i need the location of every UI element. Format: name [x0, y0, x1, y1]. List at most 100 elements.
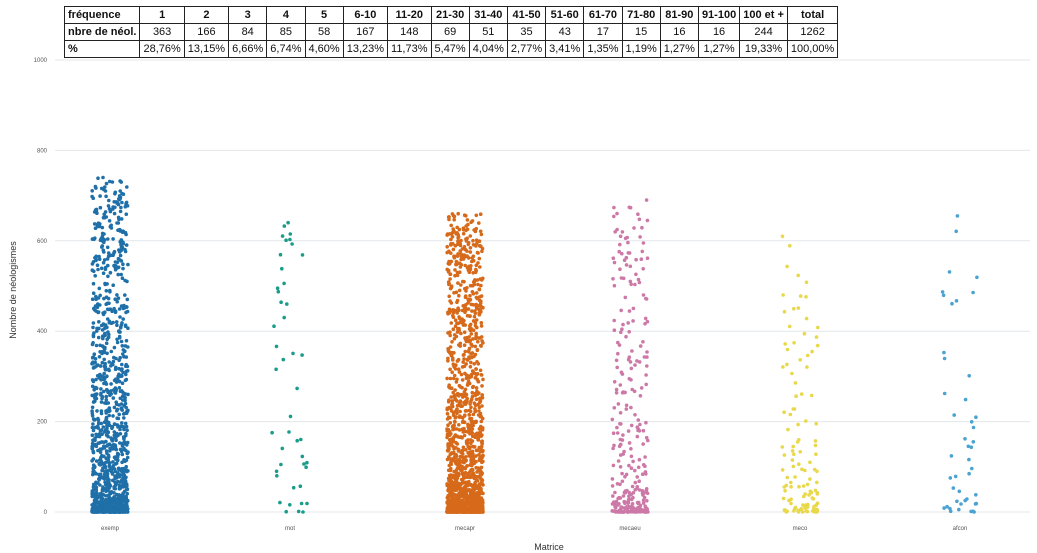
data-point-mecapr	[479, 343, 483, 348]
data-point-mecapr	[471, 337, 475, 341]
data-point-exemp	[115, 473, 120, 477]
table-cell: 51-60	[545, 6, 585, 24]
data-point-mecaeu	[610, 417, 615, 422]
data-point-mecapr	[463, 409, 468, 413]
data-point-mecapr	[453, 318, 458, 323]
data-point-exemp	[123, 349, 127, 354]
data-point-exemp	[115, 323, 119, 328]
table-cell: 17	[583, 23, 623, 41]
data-point-mecapr	[461, 456, 466, 461]
data-point-mecapr	[456, 367, 461, 372]
data-point-exemp	[124, 411, 129, 416]
table-cell: 5,47%	[430, 40, 470, 58]
data-point-mecaeu	[612, 406, 617, 410]
data-point-mecapr	[471, 243, 476, 247]
data-point-afcon	[942, 391, 947, 396]
data-point-exemp	[111, 283, 115, 288]
data-point-exemp	[92, 465, 97, 470]
data-point-exemp	[93, 236, 97, 240]
y-tick-label: 600	[37, 239, 48, 245]
data-point-exemp	[118, 374, 123, 379]
data-point-mot	[295, 386, 299, 391]
data-point-exemp	[120, 344, 125, 348]
table-cell: 84	[228, 23, 268, 41]
data-point-mecapr	[476, 336, 481, 340]
data-point-exemp	[98, 194, 102, 198]
data-point-mecaeu	[619, 330, 623, 335]
data-point-exemp	[107, 360, 111, 364]
data-point-afcon	[952, 413, 956, 417]
data-point-exemp	[99, 409, 104, 413]
data-point-mecapr	[464, 224, 469, 228]
data-point-mot	[288, 503, 292, 507]
data-point-mecapr	[448, 299, 452, 303]
data-point-mecaeu	[637, 479, 641, 484]
table-cell: 61-70	[583, 6, 623, 24]
data-point-meco	[785, 347, 790, 352]
data-point-mecapr	[462, 343, 467, 348]
data-point-exemp	[120, 321, 124, 325]
data-point-exemp	[97, 320, 101, 324]
data-point-mecapr	[457, 394, 461, 398]
data-point-mecapr	[477, 256, 482, 261]
data-point-mecaeu	[612, 283, 617, 288]
table-cell: 1	[139, 6, 185, 24]
data-point-exemp	[99, 455, 103, 460]
data-point-exemp	[91, 325, 95, 330]
data-point-mecaeu	[614, 358, 619, 363]
data-point-exemp	[122, 508, 126, 513]
data-point-exemp	[92, 222, 97, 226]
data-point-exemp	[114, 481, 119, 486]
data-point-mecapr	[456, 321, 461, 326]
data-point-mecaeu	[616, 402, 621, 406]
data-point-mecapr	[450, 483, 455, 488]
data-point-exemp	[105, 426, 109, 431]
data-point-exemp	[117, 194, 122, 198]
data-point-mecapr	[458, 344, 463, 348]
data-point-mecapr	[447, 262, 451, 266]
data-point-mecapr	[473, 434, 478, 438]
data-point-mecaeu	[628, 205, 633, 210]
data-point-exemp	[111, 414, 115, 418]
data-point-mecaeu	[641, 428, 646, 433]
data-point-mecapr	[450, 401, 455, 406]
data-point-mecapr	[460, 467, 464, 471]
data-point-exemp	[111, 466, 115, 471]
data-point-mecapr	[464, 339, 469, 344]
data-point-exemp	[96, 310, 101, 314]
data-point-mecaeu	[639, 386, 644, 390]
data-point-meco	[809, 393, 814, 398]
data-point-mecapr	[453, 478, 458, 482]
data-point-mecapr	[466, 424, 470, 429]
data-point-mot	[291, 485, 296, 490]
data-point-mecapr	[479, 419, 484, 424]
data-point-mot	[275, 286, 280, 291]
data-point-meco	[801, 503, 805, 507]
table-cell: 166	[183, 23, 230, 41]
data-point-meco	[808, 460, 812, 465]
data-point-mecaeu	[633, 510, 638, 514]
data-point-mecapr	[467, 356, 472, 361]
data-point-exemp	[116, 416, 121, 421]
table-cell: 41-50	[506, 6, 547, 24]
data-point-mecaeu	[615, 211, 619, 216]
data-point-mecapr	[480, 449, 485, 453]
data-point-exemp	[112, 200, 116, 204]
data-point-mecaeu	[611, 446, 615, 451]
data-point-mecapr	[446, 349, 451, 354]
data-point-mecapr	[468, 234, 473, 238]
data-point-mecapr	[473, 309, 477, 313]
data-point-afcon	[942, 506, 946, 510]
data-point-mecaeu	[620, 230, 625, 234]
data-point-mecapr	[452, 458, 457, 463]
data-point-mecapr	[464, 448, 468, 452]
data-point-mecapr	[474, 367, 478, 371]
data-point-exemp	[118, 480, 122, 484]
data-point-mecapr	[480, 339, 484, 343]
data-point-mecapr	[463, 505, 468, 510]
data-point-mecaeu	[636, 465, 641, 470]
data-point-mecaeu	[635, 359, 639, 363]
data-point-exemp	[90, 342, 95, 347]
data-point-meco	[804, 280, 809, 285]
data-point-exemp	[116, 452, 121, 457]
